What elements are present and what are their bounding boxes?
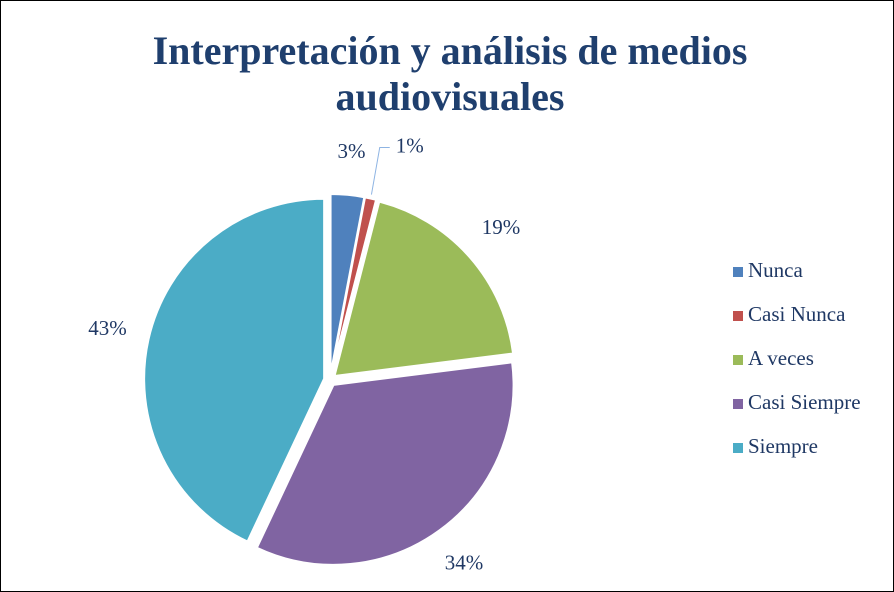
pie-slice bbox=[333, 200, 515, 378]
data-label: 19% bbox=[482, 215, 521, 239]
legend-swatch bbox=[733, 355, 743, 365]
legend-label: A veces bbox=[748, 346, 814, 370]
pie-slice bbox=[255, 361, 515, 566]
legend-swatch bbox=[733, 399, 743, 409]
data-label: 34% bbox=[445, 550, 484, 574]
pie-slice bbox=[143, 197, 326, 543]
pie-slice bbox=[330, 196, 378, 375]
data-label: 43% bbox=[88, 316, 127, 340]
chart-title: Interpretación y análisis de medios audi… bbox=[152, 28, 748, 119]
legend-label: Casi Nunca bbox=[748, 302, 846, 326]
legend-label: Nunca bbox=[748, 258, 803, 282]
legend-swatch bbox=[733, 267, 743, 277]
legend-swatch bbox=[733, 311, 743, 321]
legend-label: Casi Siempre bbox=[748, 390, 861, 414]
leader-line bbox=[370, 146, 390, 195]
legend-swatch bbox=[733, 443, 743, 453]
legend-label: Siempre bbox=[748, 434, 818, 458]
data-label: 1% bbox=[396, 133, 424, 157]
data-label: 3% bbox=[337, 139, 365, 163]
